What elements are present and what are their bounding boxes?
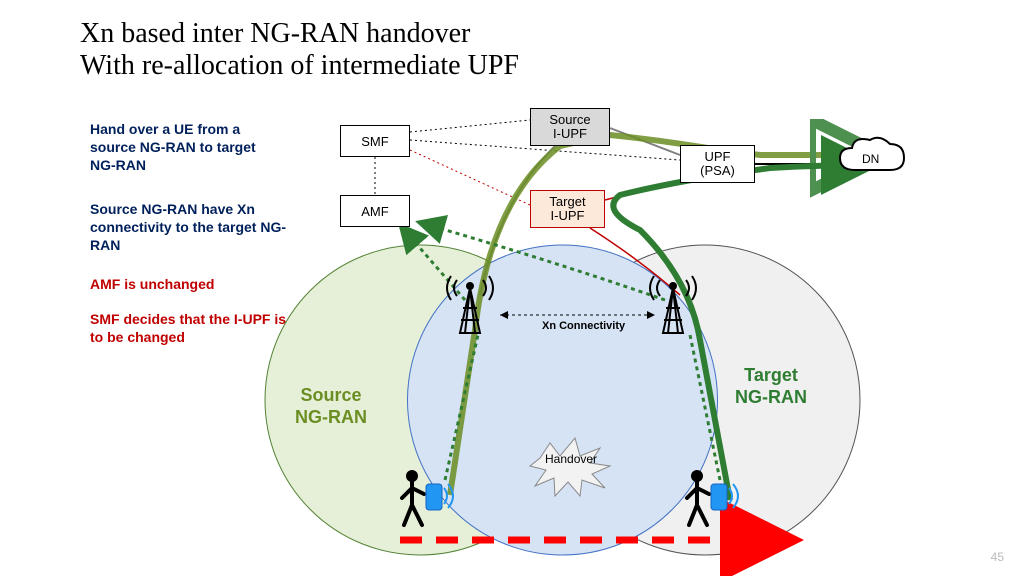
smf-tgtiupf-link: [410, 150, 530, 205]
srciupf-upfpsa-link: [610, 128, 680, 155]
handover-starburst-icon: [530, 438, 610, 496]
srcue-tower-sig: [445, 335, 478, 480]
bullet-3: AMF is unchanged: [90, 275, 214, 293]
target-ran-label: TargetNG-RAN: [735, 365, 807, 408]
upf-psa-box: UPF(PSA): [680, 145, 755, 183]
overlap-region: [407, 245, 717, 555]
xn-label: Xn Connectivity: [542, 320, 625, 332]
new-data-path: [613, 165, 875, 500]
smf-srciupf-link: [410, 120, 530, 132]
tgtiupf-upfpsa-link: [605, 180, 682, 200]
tgtue-tower-sig: [690, 335, 720, 480]
target-tower-icon: [650, 276, 696, 333]
dn-label: DN: [862, 152, 879, 166]
bullet-4: SMF decides that the I-UPF is to be chan…: [90, 310, 290, 346]
target-iupf-box: TargetI-UPF: [530, 190, 605, 228]
target-ue-icon: [687, 470, 738, 525]
tgtiupf-tgttower-link: [590, 228, 680, 295]
srctower-amf-sig: [400, 225, 465, 300]
source-ran-label: SourceNG-RAN: [295, 385, 367, 428]
bullet-2: Source NG-RAN have Xn connectivity to th…: [90, 200, 290, 255]
source-iupf-box: SourceI-UPF: [530, 108, 610, 146]
tgttower-amf-sig: [418, 222, 665, 300]
source-ue-icon: [402, 470, 453, 525]
amf-box: AMF: [340, 195, 410, 227]
bullet-1: Hand over a UE from a source NG-RAN to t…: [90, 120, 270, 175]
old-data-path: [450, 135, 870, 495]
title-line2: With re-allocation of intermediate UPF: [80, 50, 519, 82]
title-line1: Xn based inter NG-RAN handover: [80, 18, 470, 50]
smf-box: SMF: [340, 125, 410, 157]
page-number: 45: [991, 550, 1004, 564]
target-coverage-circle: [550, 245, 860, 555]
handover-label: Handover: [545, 452, 597, 466]
source-tower-icon: [447, 276, 493, 333]
